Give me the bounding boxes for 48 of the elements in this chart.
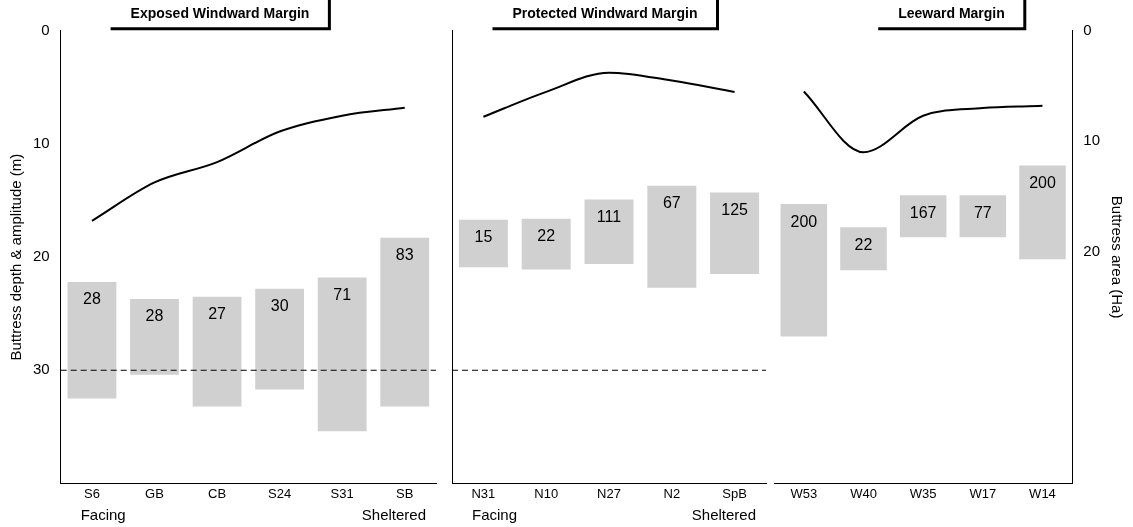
x-tick-label: GB bbox=[145, 485, 164, 501]
x-tick-label: SpB bbox=[722, 485, 747, 501]
annotation: 27 bbox=[208, 305, 227, 323]
x-tick-label: CB bbox=[208, 485, 227, 501]
annotation: 67 bbox=[662, 194, 681, 212]
x-tick-label: N27 bbox=[597, 485, 621, 501]
annotation: 200 bbox=[790, 212, 818, 230]
annotation: 28 bbox=[83, 290, 101, 308]
y-tick-label: 20 bbox=[33, 247, 50, 265]
x-tick-label: W35 bbox=[909, 485, 937, 501]
x-tick-label: W17 bbox=[969, 485, 997, 501]
y-tick-label: 30 bbox=[33, 360, 50, 378]
y-axis-title: Buttress depth & amplitude (m) bbox=[7, 153, 25, 361]
annotation: 22 bbox=[537, 227, 556, 245]
text: Sheltered bbox=[691, 506, 756, 523]
text: Facing bbox=[472, 506, 518, 523]
x-tick-label: N31 bbox=[471, 485, 496, 501]
text: Sheltered bbox=[361, 506, 426, 523]
x-tick-label: S6 bbox=[84, 485, 100, 501]
x-tick-label: N2 bbox=[663, 485, 681, 501]
chart-title: Exposed Windward Margin bbox=[130, 5, 310, 22]
annotation: 71 bbox=[333, 285, 352, 303]
x-tick-label: W14 bbox=[1029, 485, 1056, 501]
y2-tick-label: 10 bbox=[1083, 131, 1100, 149]
annotation: 111 bbox=[596, 207, 622, 225]
text: Facing bbox=[80, 506, 126, 523]
y-tick-label: 0 bbox=[41, 20, 50, 38]
x-tick-label: SB bbox=[396, 485, 414, 501]
chart-title: Leeward Margin bbox=[898, 5, 1005, 22]
y2-axis-title: Buttress area (Ha) bbox=[1108, 195, 1126, 319]
annotation: 22 bbox=[854, 235, 873, 253]
annotation: 15 bbox=[474, 228, 493, 246]
annotation: 200 bbox=[1029, 173, 1056, 191]
x-tick-label: S31 bbox=[330, 485, 354, 501]
chart-title: Protected Windward Margin bbox=[512, 5, 698, 22]
y-tick-label: 10 bbox=[33, 134, 50, 152]
y2-tick-label: 20 bbox=[1083, 241, 1100, 259]
annotation: 125 bbox=[721, 201, 749, 219]
annotation: 83 bbox=[395, 246, 414, 264]
y2-tick-label: 0 bbox=[1083, 20, 1092, 38]
annotation: 30 bbox=[270, 297, 289, 315]
x-tick-label: W53 bbox=[790, 485, 818, 501]
annotation: 167 bbox=[909, 203, 937, 221]
x-tick-label: W40 bbox=[850, 485, 877, 501]
x-tick-label: S24 bbox=[268, 485, 292, 501]
annotation: 28 bbox=[145, 307, 164, 325]
x-tick-label: N10 bbox=[534, 485, 559, 501]
annotation: 77 bbox=[973, 203, 992, 221]
